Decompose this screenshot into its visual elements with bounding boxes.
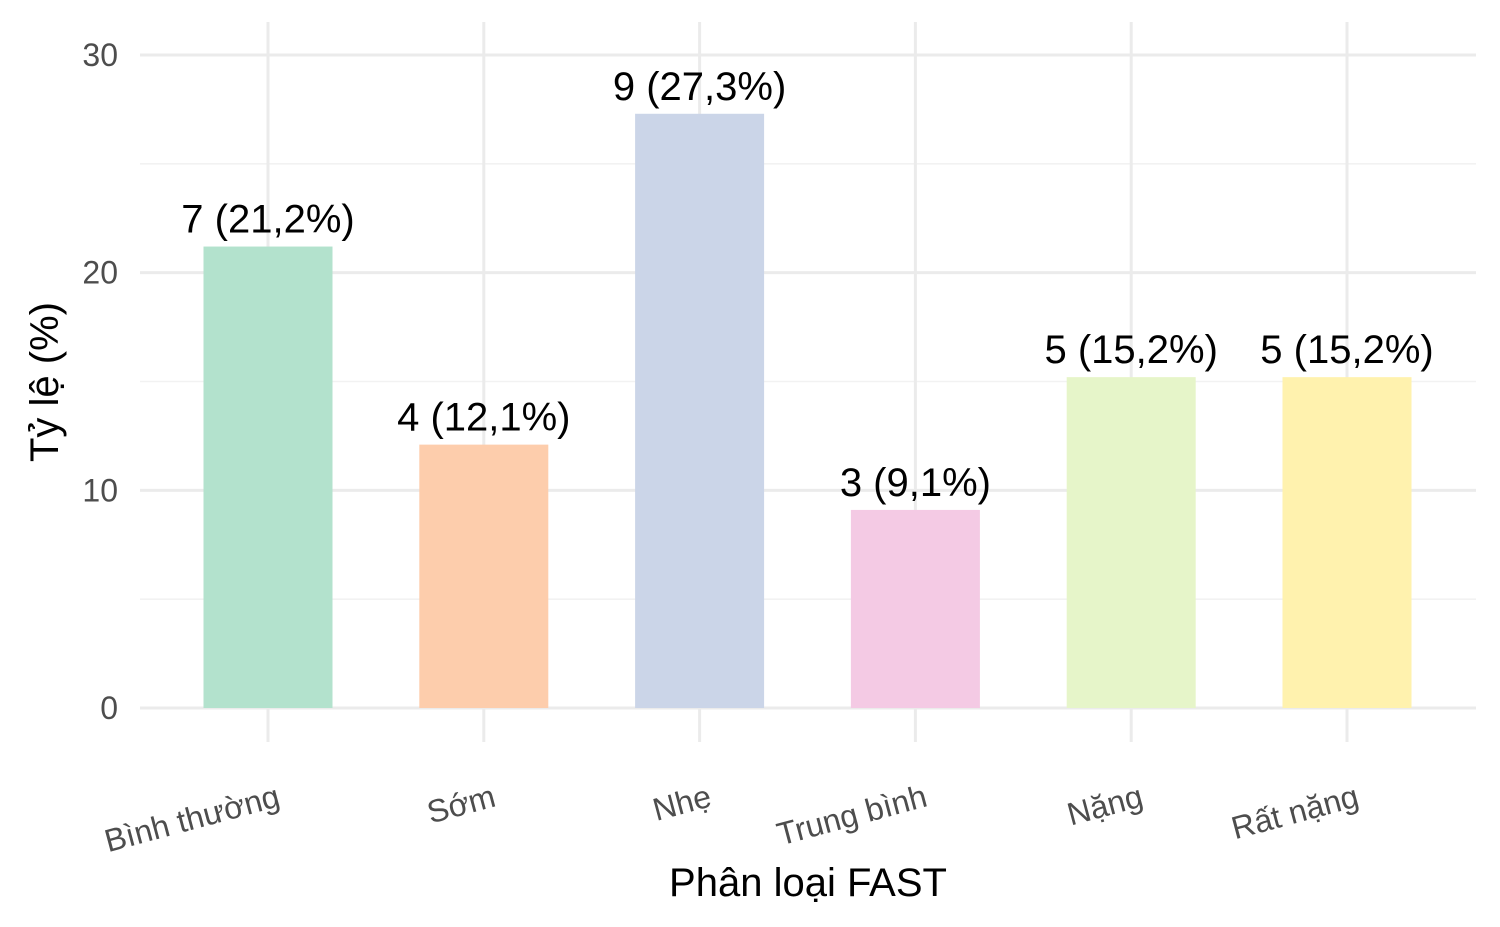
bar bbox=[850, 509, 980, 708]
y-tick-label: 10 bbox=[82, 472, 118, 508]
x-tick-label: Sớm bbox=[423, 778, 499, 831]
bar bbox=[419, 444, 549, 708]
data-label: 3 (9,1%) bbox=[840, 461, 991, 505]
bar bbox=[1066, 377, 1196, 708]
data-label: 7 (21,2%) bbox=[181, 198, 354, 242]
bar bbox=[1282, 377, 1412, 708]
x-tick-label: Bình thường bbox=[101, 778, 284, 859]
x-tick-label: Nặng bbox=[1063, 778, 1146, 833]
data-label: 5 (15,2%) bbox=[1260, 328, 1433, 372]
bar bbox=[635, 113, 765, 708]
x-tick-label: Rất nặng bbox=[1227, 778, 1362, 846]
grid-lines bbox=[140, 22, 1476, 742]
x-tick-label: Nhẹ bbox=[649, 778, 715, 828]
data-label: 9 (27,3%) bbox=[613, 65, 786, 109]
x-axis-title: Phân loại FAST bbox=[669, 861, 947, 905]
bar bbox=[203, 246, 333, 708]
y-axis-tick-labels: 0 10 20 30 bbox=[82, 37, 118, 726]
y-tick-label: 30 bbox=[82, 37, 118, 73]
y-tick-label: 20 bbox=[82, 255, 118, 291]
data-label: 4 (12,1%) bbox=[397, 396, 570, 440]
x-tick-label: Trung bình bbox=[773, 778, 931, 853]
y-axis-title: Tỷ lệ (%) bbox=[23, 302, 67, 462]
data-labels: 7 (21,2%) 4 (12,1%) 9 (27,3%) 3 (9,1%) 5 (15… bbox=[181, 65, 1433, 505]
bars bbox=[203, 113, 1412, 708]
data-label: 5 (15,2%) bbox=[1044, 328, 1217, 372]
x-axis-tick-labels: Bình thường Sớm Nhẹ Trung bình Nặng Rất nặng bbox=[101, 778, 1363, 859]
y-tick-label: 0 bbox=[100, 690, 118, 726]
